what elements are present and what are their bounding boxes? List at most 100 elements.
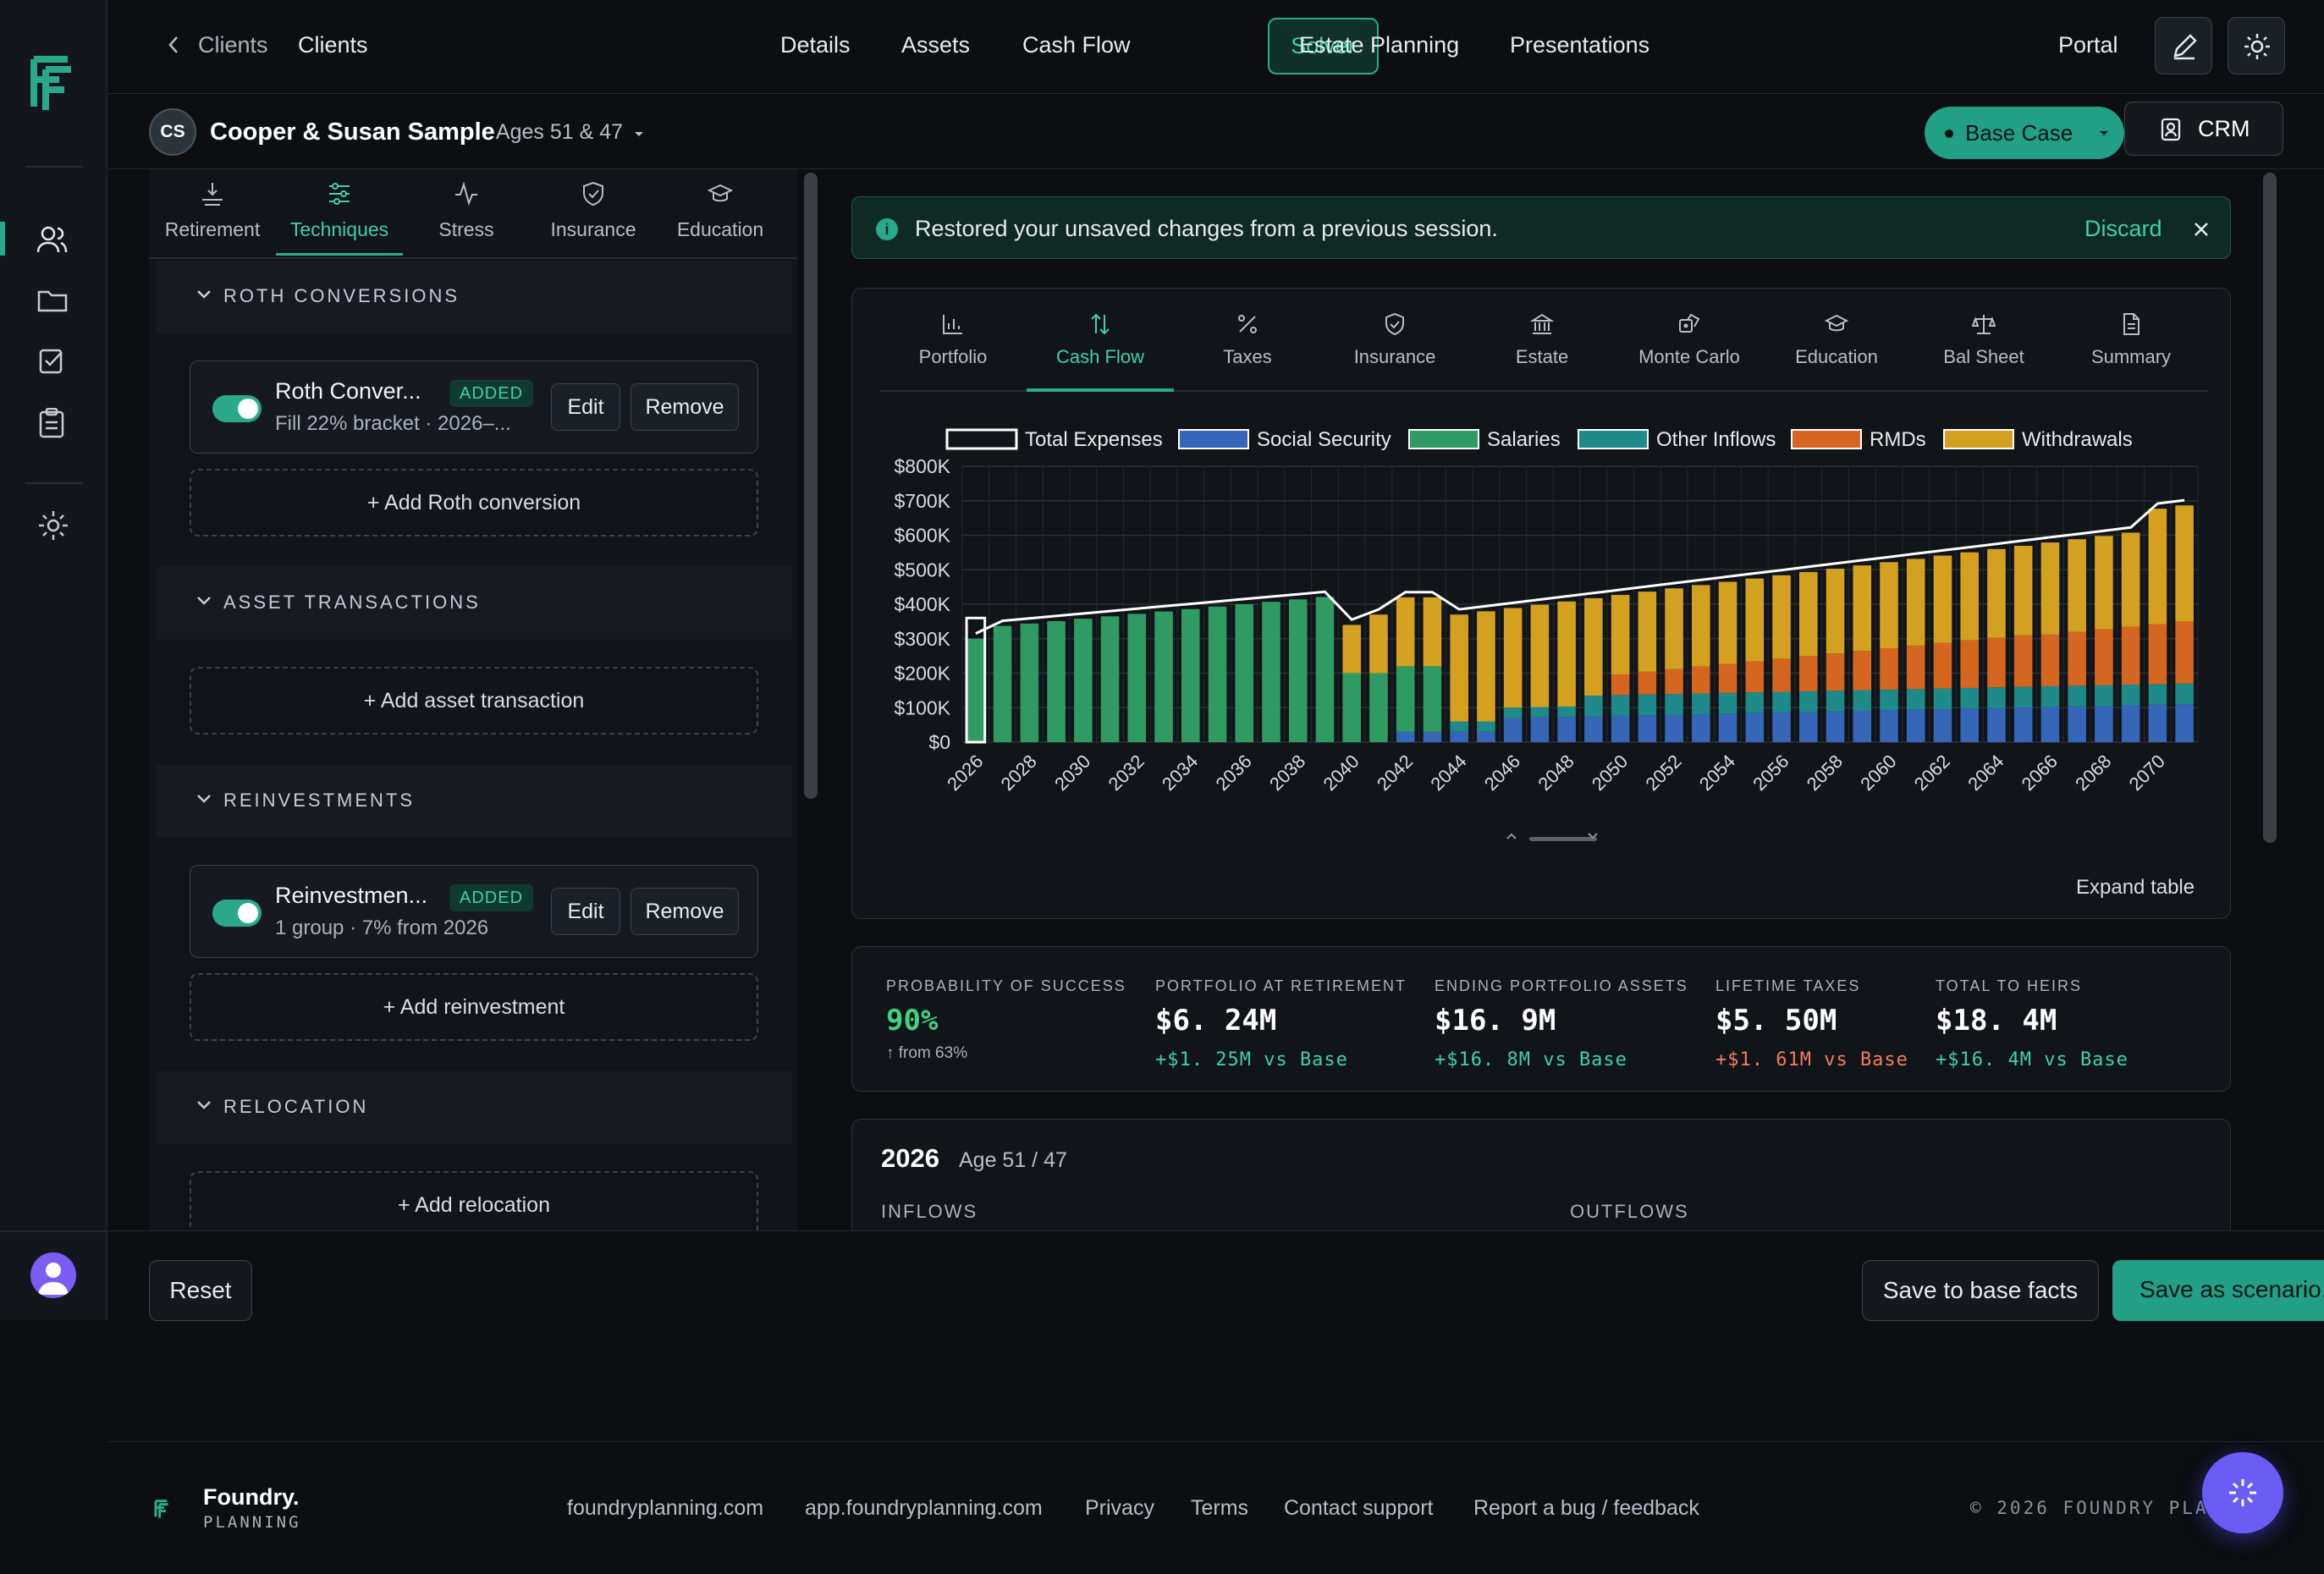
tab-solver[interactable]: Solver bbox=[1268, 18, 1379, 74]
bar-segment-salaries bbox=[1127, 614, 1147, 742]
tab-insurance[interactable]: Insurance bbox=[530, 169, 657, 256]
chart-tab-monte-carlo[interactable]: Monte Carlo bbox=[1616, 312, 1763, 368]
tab-education[interactable]: Education bbox=[657, 169, 784, 256]
chart-tab-portfolio[interactable]: Portfolio bbox=[879, 312, 1027, 368]
section-relocation[interactable]: RELOCATION bbox=[156, 1071, 792, 1144]
section-roth-conversions[interactable]: ROTH CONVERSIONS bbox=[156, 261, 792, 333]
main-scrollbar[interactable] bbox=[2263, 173, 2277, 843]
left-panel-scrollbar[interactable] bbox=[804, 173, 818, 799]
roth-edit-button[interactable]: Edit bbox=[551, 383, 620, 431]
roth-card-title: Roth Conver... bbox=[275, 378, 421, 404]
bar-segment-social-security bbox=[1960, 708, 1980, 742]
discard-link[interactable]: Discard bbox=[2084, 216, 2162, 241]
save-to-base-facts-button[interactable]: Save to base facts bbox=[1862, 1260, 2099, 1321]
bar-segment-other-inflows bbox=[2013, 686, 2033, 708]
y-tick-label: $800K bbox=[894, 455, 950, 477]
footer-link-site[interactable]: foundryplanning.com bbox=[567, 1496, 764, 1520]
portal-link[interactable]: Portal bbox=[2058, 32, 2118, 58]
scenario-selector[interactable]: Base Case bbox=[1925, 107, 2124, 159]
bar-segment-withdrawals bbox=[1987, 548, 2006, 638]
expand-table-link[interactable]: Expand table bbox=[2076, 876, 2195, 899]
bar-segment-other-inflows bbox=[1638, 694, 1657, 716]
chevron-left-icon[interactable] bbox=[168, 36, 179, 54]
section-reinvestments[interactable]: REINVESTMENTS bbox=[156, 765, 792, 838]
task-check-icon[interactable] bbox=[39, 347, 66, 374]
bar-segment-other-inflows bbox=[1798, 691, 1818, 713]
settings-gear-icon[interactable] bbox=[37, 509, 69, 542]
roth-enabled-toggle[interactable] bbox=[212, 395, 262, 422]
tab-stress[interactable]: Stress bbox=[403, 169, 530, 256]
scenario-label: Base Case bbox=[1965, 120, 2073, 146]
crm-button[interactable]: CRM bbox=[2124, 102, 2283, 156]
add-asset-transaction-button[interactable]: + Add asset transaction bbox=[190, 667, 758, 735]
section-asset-transactions[interactable]: ASSET TRANSACTIONS bbox=[156, 567, 792, 640]
chart-card: Portfolio Cash Flow Taxes Insurance Esta… bbox=[851, 288, 2231, 919]
add-reinvestment-button[interactable]: + Add reinvestment bbox=[190, 973, 758, 1041]
tab-cash-flow[interactable]: Cash Flow bbox=[1022, 32, 1131, 58]
chart-tab-taxes[interactable]: Taxes bbox=[1174, 312, 1321, 368]
bar-segment-rmds bbox=[1798, 656, 1818, 691]
clients-icon[interactable] bbox=[37, 225, 68, 254]
chart-scroll-down-icon[interactable] bbox=[1587, 832, 1599, 840]
foundry-logo-icon[interactable] bbox=[29, 52, 80, 113]
chart-tab-insurance[interactable]: Insurance bbox=[1321, 312, 1468, 368]
legend-swatch-total-expenses bbox=[945, 428, 1018, 450]
legend-label: Total Expenses bbox=[1025, 428, 1163, 451]
chart-tab-cash-flow[interactable]: Cash Flow bbox=[1027, 312, 1174, 368]
save-as-scenario-button[interactable]: Save as scenario... bbox=[2112, 1260, 2324, 1321]
chart-tab-bal-sheet[interactable]: Bal Sheet bbox=[1910, 312, 2057, 368]
reinvestment-enabled-toggle[interactable] bbox=[212, 900, 262, 927]
chart-range-scrubber[interactable] bbox=[1529, 837, 1597, 841]
reset-button[interactable]: Reset bbox=[149, 1260, 252, 1321]
roth-remove-button[interactable]: Remove bbox=[631, 383, 739, 431]
add-roth-conversion-button[interactable]: + Add Roth conversion bbox=[190, 469, 758, 537]
y-tick-label: $100K bbox=[894, 696, 950, 718]
bar-segment-withdrawals bbox=[1450, 614, 1468, 722]
footer-link-app[interactable]: app.foundryplanning.com bbox=[805, 1496, 1043, 1520]
footer-link-privacy[interactable]: Privacy bbox=[1085, 1496, 1154, 1520]
bar-segment-rmds bbox=[1745, 661, 1765, 693]
graduation-cap-icon bbox=[708, 184, 733, 202]
dice-icon bbox=[1679, 313, 1700, 333]
tab-estate-planning[interactable]: Estate Planning bbox=[1299, 32, 1460, 58]
bar-segment-other-inflows bbox=[2040, 685, 2060, 707]
added-badge: ADDED bbox=[449, 884, 534, 911]
bar-segment-other-inflows bbox=[2068, 685, 2086, 707]
theme-toggle-button[interactable] bbox=[2228, 17, 2285, 74]
sun-icon bbox=[2244, 34, 2270, 59]
percent-icon bbox=[1238, 315, 1257, 333]
reinvestment-remove-button[interactable]: Remove bbox=[631, 888, 739, 935]
bar-segment-other-inflows bbox=[1557, 706, 1576, 718]
tab-details[interactable]: Details bbox=[780, 32, 851, 58]
chart-tab-estate[interactable]: Estate bbox=[1468, 312, 1616, 368]
folder-icon[interactable] bbox=[37, 288, 68, 313]
footer-link-terms[interactable]: Terms bbox=[1191, 1496, 1249, 1520]
close-icon[interactable] bbox=[2193, 221, 2210, 238]
chart-scroll-up-icon[interactable] bbox=[1506, 832, 1517, 840]
client-dropdown-caret-icon[interactable] bbox=[633, 130, 645, 139]
user-avatar[interactable] bbox=[30, 1252, 76, 1298]
x-tick-label: 2066 bbox=[2018, 751, 2062, 795]
edit-button[interactable] bbox=[2155, 17, 2212, 74]
clipboard-icon[interactable] bbox=[39, 408, 64, 438]
tab-retirement[interactable]: Retirement bbox=[149, 169, 276, 256]
breadcrumb-back-link[interactable]: Clients bbox=[198, 32, 268, 58]
chart-tab-education[interactable]: Education bbox=[1763, 312, 1910, 368]
assistant-fab[interactable] bbox=[2202, 1452, 2283, 1533]
tab-assets[interactable]: Assets bbox=[901, 32, 971, 58]
tab-presentations[interactable]: Presentations bbox=[1510, 32, 1650, 58]
footer-link-contact[interactable]: Contact support bbox=[1284, 1496, 1434, 1520]
reinvestment-edit-button[interactable]: Edit bbox=[551, 888, 620, 935]
footer: Foundry. PLANNING foundryplanning.com ap… bbox=[108, 1441, 2324, 1574]
add-relocation-button[interactable]: + Add relocation bbox=[190, 1171, 758, 1239]
bar-segment-withdrawals bbox=[1853, 565, 1872, 652]
tab-techniques[interactable]: Techniques bbox=[276, 169, 403, 256]
bar-segment-rmds bbox=[1718, 663, 1737, 693]
bar-segment-social-security bbox=[1798, 712, 1818, 742]
bar-segment-withdrawals bbox=[1638, 592, 1657, 672]
footer-link-report-bug[interactable]: Report a bug / feedback bbox=[1473, 1496, 1699, 1520]
chart-tab-summary[interactable]: Summary bbox=[2057, 312, 2205, 368]
bar-segment-salaries bbox=[993, 625, 1012, 742]
legend-swatch bbox=[1943, 429, 2014, 449]
bar-segment-salaries bbox=[1342, 673, 1362, 742]
